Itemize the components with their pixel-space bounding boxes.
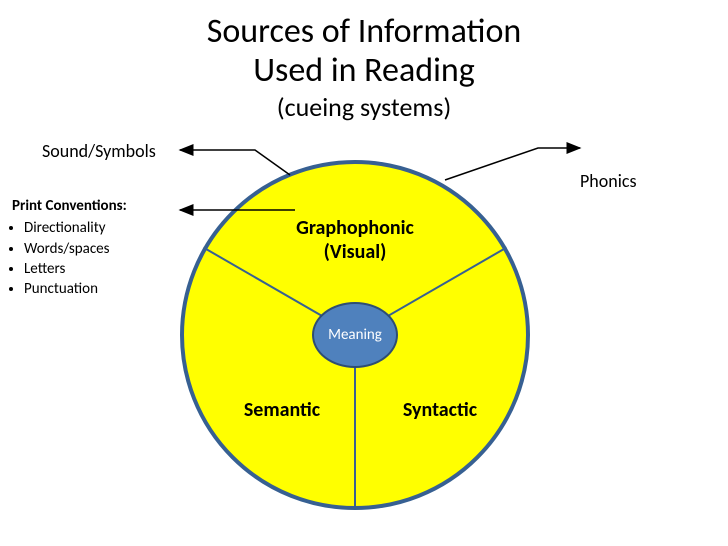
title-line-2: Used in Reading [0,51,728,90]
center-label: Meaning [328,326,382,344]
segment-label-semantic: Semantic [222,398,342,422]
cueing-diagram: Graphophonic (Visual) Semantic Syntactic… [180,160,530,510]
segment-top-line2: (Visual) [324,240,387,264]
print-conv-item: Words/spaces [24,239,127,259]
segment-label-syntactic: Syntactic [380,398,500,422]
title-line-1: Sources of Information [0,12,728,51]
print-conventions-head: Print Conventions: [12,196,127,216]
annotation-print-conventions: Print Conventions: Directionality Words/… [12,196,127,299]
annotation-sound-symbols: Sound/Symbols [42,140,156,163]
subtitle: (cueing systems) [0,92,728,123]
title-block: Sources of Information Used in Reading (… [0,12,728,123]
print-conv-item: Letters [24,259,127,279]
print-conventions-list: Directionality Words/spaces Letters Punc… [12,218,127,299]
center-circle: Meaning [312,302,398,368]
segment-top-line1: Graphophonic [296,216,414,240]
print-conv-item: Punctuation [24,279,127,299]
annotation-phonics: Phonics [580,170,637,193]
print-conv-item: Directionality [24,218,127,238]
segment-label-graphophonic: Graphophonic (Visual) [280,216,430,264]
